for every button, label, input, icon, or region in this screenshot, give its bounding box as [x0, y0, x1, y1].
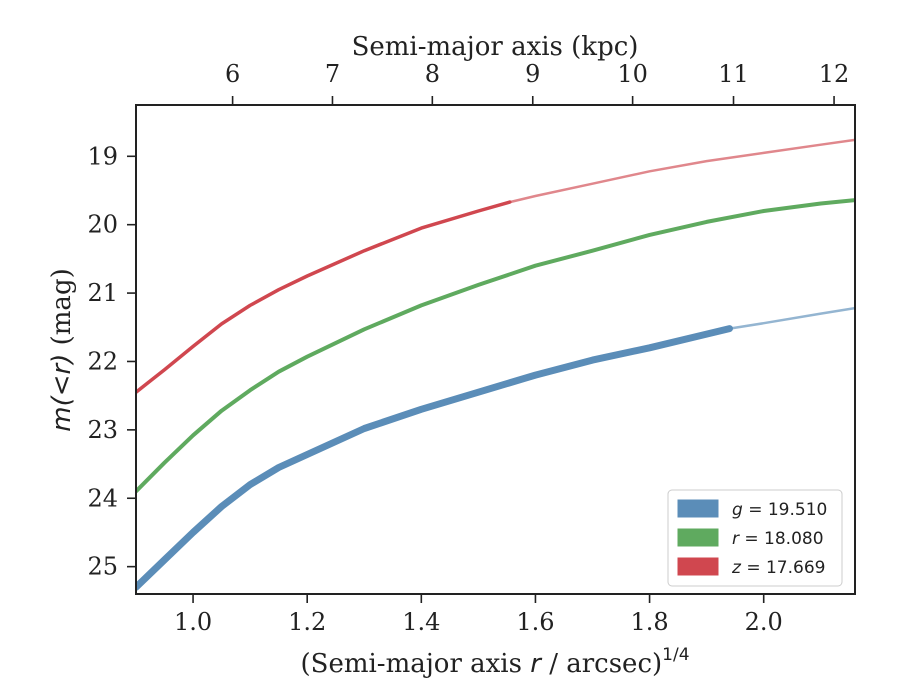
x-axis-title-suffix: / arcsec) [541, 649, 662, 679]
legend-label-r: r = 18.080 [732, 529, 824, 549]
x-tick-label: 1.2 [288, 608, 326, 636]
top-x-tick-label: 10 [617, 60, 648, 88]
tick-layer: 1.0 1.2 1.4 1.6 1.8 2.0 19 20 21 22 23 24 25 6 7 8 9 10 11… [87, 60, 849, 636]
x-tick-label: 1.6 [516, 608, 554, 636]
y-tick-label: 19 [87, 142, 118, 170]
y-tick-label: 20 [87, 211, 118, 239]
y-axis-title-variable: m(<r) [47, 354, 77, 432]
y-tick-label: 24 [87, 484, 118, 512]
y-tick-label: 25 [87, 553, 118, 581]
top-x-tick-label: 7 [325, 60, 340, 88]
top-x-tick-label: 11 [718, 60, 749, 88]
y-tick-label: 23 [87, 416, 118, 444]
x-axis-title-variable: r [530, 649, 543, 679]
x-axis-title-prefix: (Semi-major axis [300, 649, 530, 679]
series-r-extrapolated-line [136, 198, 855, 493]
plot-frame [135, 104, 856, 595]
legend-label-z: z = 17.669 [731, 558, 825, 578]
legend-band-name: z [731, 558, 742, 578]
top-x-tick-label: 9 [525, 60, 540, 88]
x-tick-label: 1.4 [402, 608, 440, 636]
top-x-tick-label: 12 [819, 60, 850, 88]
x-axis-title: (Semi-major axis r / arcsec)1/4 [300, 645, 689, 679]
x-tick-label: 1.8 [630, 608, 668, 636]
series-layer [136, 138, 855, 591]
legend-label-g: g = 19.510 [732, 500, 827, 520]
x-tick-label: 2.0 [745, 608, 783, 636]
top-x-tick-label: 8 [425, 60, 440, 88]
legend-band-value: = 19.510 [743, 500, 828, 520]
x-axis-title-exponent: 1/4 [662, 645, 689, 665]
top-x-tick-label: 6 [225, 60, 240, 88]
legend-swatch-r [677, 528, 719, 547]
y-tick-label: 22 [87, 347, 118, 375]
legend-swatch-g [677, 499, 719, 518]
legend-band-value: = 18.080 [739, 529, 824, 549]
x-tick-label: 1.0 [174, 608, 212, 636]
legend-band-name: g [732, 500, 743, 520]
y-axis-title-suffix: (mag) [47, 268, 77, 353]
y-axis-title: m(<r) (mag) [47, 268, 77, 431]
y-tick-label: 21 [87, 279, 118, 307]
top-axis-title: Semi-major axis (kpc) [352, 32, 639, 62]
legend-band-value: = 17.669 [741, 558, 826, 578]
legend-band-name: r [732, 529, 740, 549]
legend-swatch-z [677, 557, 719, 576]
series-g-line [136, 325, 733, 591]
series-r-line [136, 198, 855, 494]
series-z-line [136, 200, 512, 394]
series-z-extrapolated-line [136, 138, 855, 394]
